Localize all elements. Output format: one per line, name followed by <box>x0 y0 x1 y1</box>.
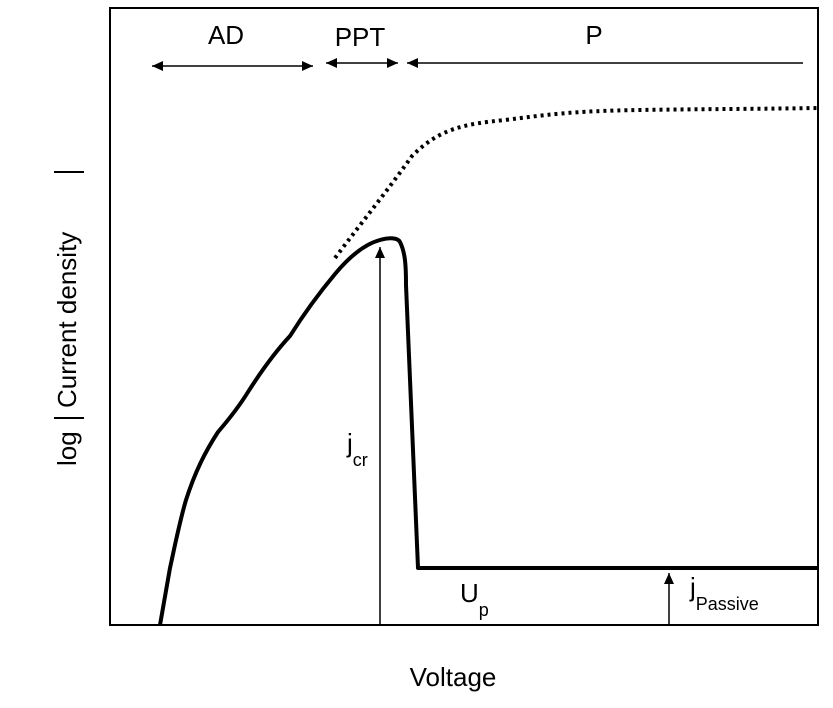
y-axis-label: log Current density <box>52 171 84 466</box>
j-cr-label: jcr <box>346 428 368 470</box>
polarization-curve <box>158 236 818 626</box>
region-p-label: P <box>585 20 602 50</box>
x-axis-label: Voltage <box>410 662 497 692</box>
y-axis-label-main: Current density <box>52 232 82 408</box>
y-axis-label-prefix: log <box>52 431 82 466</box>
region-ad-label: AD <box>208 20 244 50</box>
active-extrapolation-curve <box>333 106 819 260</box>
u-p-label: Up <box>460 578 489 620</box>
plot-frame <box>109 7 819 626</box>
region-ppt-label: PPT <box>335 22 386 52</box>
j-passive-label: jPassive <box>689 572 759 614</box>
